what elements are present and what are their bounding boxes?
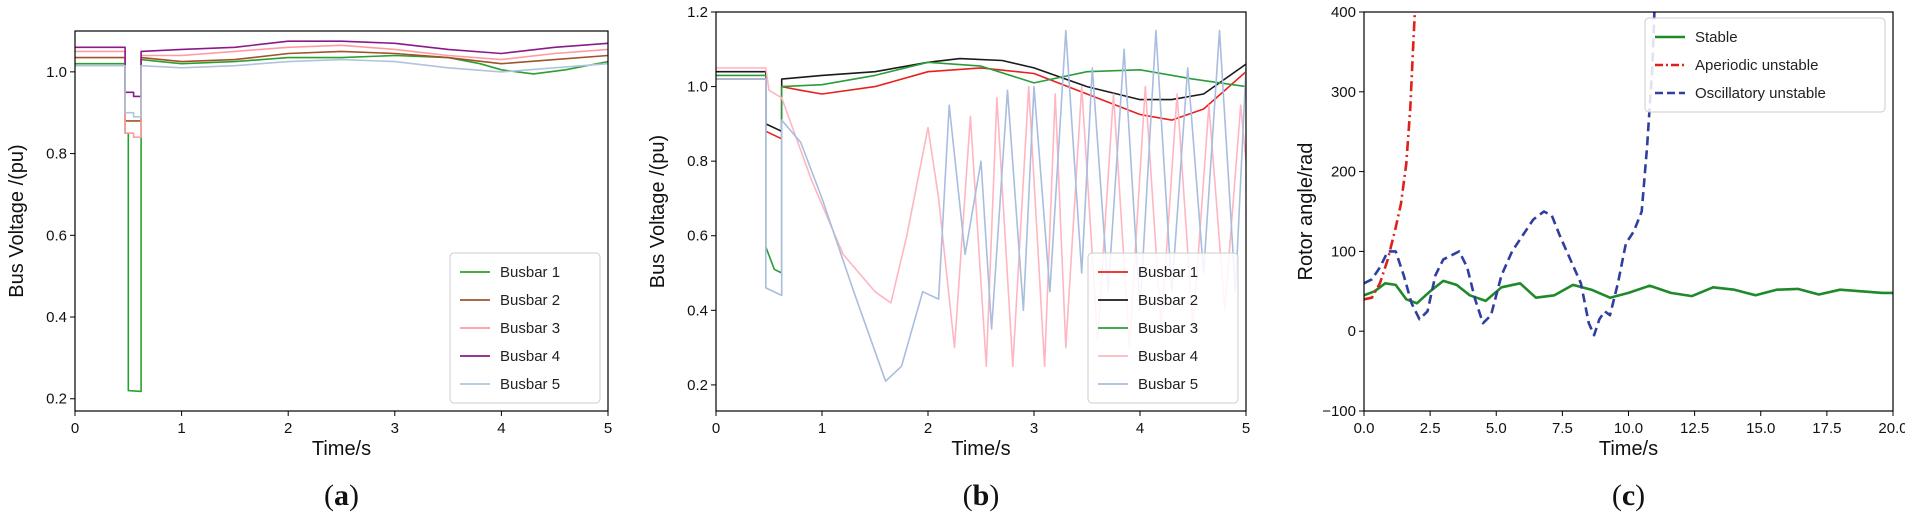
series-line-2: [75, 50, 608, 122]
chart-0: 0 1 2 3 4 5 0.2 0.4 0.6 0.8 1.0 Time/s Bus Voltage /…: [6, 30, 612, 512]
y-axis-label: Bus Voltage /(pu): [6, 144, 28, 297]
legend-label: Busbar 1: [500, 264, 560, 281]
legend-label: Busbar 2: [500, 292, 560, 309]
y-tick-label: 400: [1331, 4, 1356, 21]
legend: Busbar 1 Busbar 2 Busbar 3 Busbar 4 Busbar 5: [1087, 252, 1239, 404]
series-line-4: [75, 40, 608, 98]
panel-label: (c): [1612, 479, 1645, 512]
x-tick-label: 0: [71, 420, 79, 437]
x-tick-label: 0.0: [1354, 420, 1375, 437]
series-line-3: [75, 44, 608, 138]
legend-label: Stable: [1695, 29, 1738, 46]
legend-label: Busbar 5: [500, 376, 560, 393]
y-tick-label: 0.4: [687, 302, 708, 319]
series-group: [75, 40, 608, 393]
y-tick-label: 0.8: [46, 146, 67, 163]
series-line-3: [1364, 12, 1656, 337]
x-tick-label: 2.5: [1420, 420, 1441, 437]
legend-label: Busbar 3: [500, 320, 560, 337]
y-tick-label: 200: [1331, 164, 1356, 181]
series-line-5: [75, 58, 608, 118]
x-tick-label: 1: [818, 420, 826, 437]
legend-label: Busbar 1: [1138, 264, 1198, 281]
x-tick-label: 15.0: [1746, 420, 1775, 437]
legend: Busbar 1 Busbar 2 Busbar 3 Busbar 4 Busbar 5: [449, 252, 601, 404]
y-axis-label: Bus Voltage /(pu): [647, 135, 669, 288]
x-tick-label: 5: [1242, 420, 1250, 437]
x-tick-label: 3: [391, 420, 399, 437]
series-line-1: [716, 67, 1246, 140]
y-tick-label: 1.0: [687, 79, 708, 96]
legend-box: [1644, 17, 1886, 113]
legend-label: Busbar 2: [1138, 292, 1198, 309]
x-tick-label: 17.5: [1812, 420, 1841, 437]
x-tick-label: 2: [924, 420, 932, 437]
x-tick-label: 1: [177, 420, 185, 437]
x-tick-label: 2: [284, 420, 292, 437]
panel-label: (a): [324, 479, 359, 512]
plot-frame: [715, 11, 1247, 412]
y-tick-label: 100: [1331, 243, 1356, 260]
x-axis-label: Time/s: [951, 438, 1010, 460]
x-tick-label: 4: [497, 420, 505, 437]
x-tick-label: 5: [604, 420, 612, 437]
panel-label: (b): [963, 479, 1000, 512]
legend-label: Busbar 4: [500, 348, 560, 365]
x-tick-label: 3: [1030, 420, 1038, 437]
series-line-2: [716, 57, 1246, 133]
x-tick-label: 20.0: [1878, 420, 1905, 437]
legend: Stable Aperiodic unstable Oscillatory unst…: [1644, 17, 1886, 113]
x-tick-label: 5.0: [1486, 420, 1507, 437]
series-group: [716, 29, 1246, 383]
chart-1: 0 1 2 3 4 5 0.2 0.4 0.6 0.8 1.0 1.2 Time/s Bus Voltag…: [647, 4, 1250, 512]
x-axis-label: Time/s: [1599, 438, 1658, 460]
legend-label: Aperiodic unstable: [1695, 57, 1818, 74]
y-tick-label: 0.2: [46, 391, 67, 408]
plot-frame: [74, 30, 609, 412]
y-tick-label: 0.2: [687, 377, 708, 394]
y-tick-label: 0.8: [687, 153, 708, 170]
series-group: [1364, 12, 1893, 337]
legend-box: [449, 252, 601, 404]
x-tick-label: 10.0: [1614, 420, 1643, 437]
x-axis-label: Time/s: [312, 438, 371, 460]
x-tick-label: 4: [1136, 420, 1144, 437]
series-line-1: [1364, 279, 1893, 305]
x-tick-label: 12.5: [1680, 420, 1709, 437]
legend-label: Oscillatory unstable: [1695, 85, 1826, 102]
legend-label: Busbar 5: [1138, 376, 1198, 393]
legend-box: [1087, 252, 1239, 404]
legend-label: Busbar 4: [1138, 348, 1198, 365]
y-tick-label: 300: [1331, 84, 1356, 101]
y-tick-label: 0.4: [46, 309, 67, 326]
y-tick-label: 0.6: [687, 228, 708, 245]
x-tick-label: 7.5: [1552, 420, 1573, 437]
y-tick-label: 0.6: [46, 227, 67, 244]
x-tick-label: 0: [712, 420, 720, 437]
series-line-4: [716, 67, 1246, 368]
y-tick-label: −100: [1322, 403, 1356, 420]
series-line-5: [716, 29, 1246, 383]
chart-2: 0.0 2.5 5.0 7.5 10.0 12.5 15.0 17.5 20.0 −100 0 100…: [1295, 4, 1905, 512]
y-tick-label: 0: [1348, 323, 1356, 340]
legend-label: Busbar 3: [1138, 320, 1198, 337]
series-line-2: [1364, 12, 1417, 301]
y-axis-label: Rotor angle/rad: [1295, 143, 1317, 281]
y-tick-label: 1.0: [46, 64, 67, 81]
y-tick-label: 1.2: [687, 4, 708, 21]
